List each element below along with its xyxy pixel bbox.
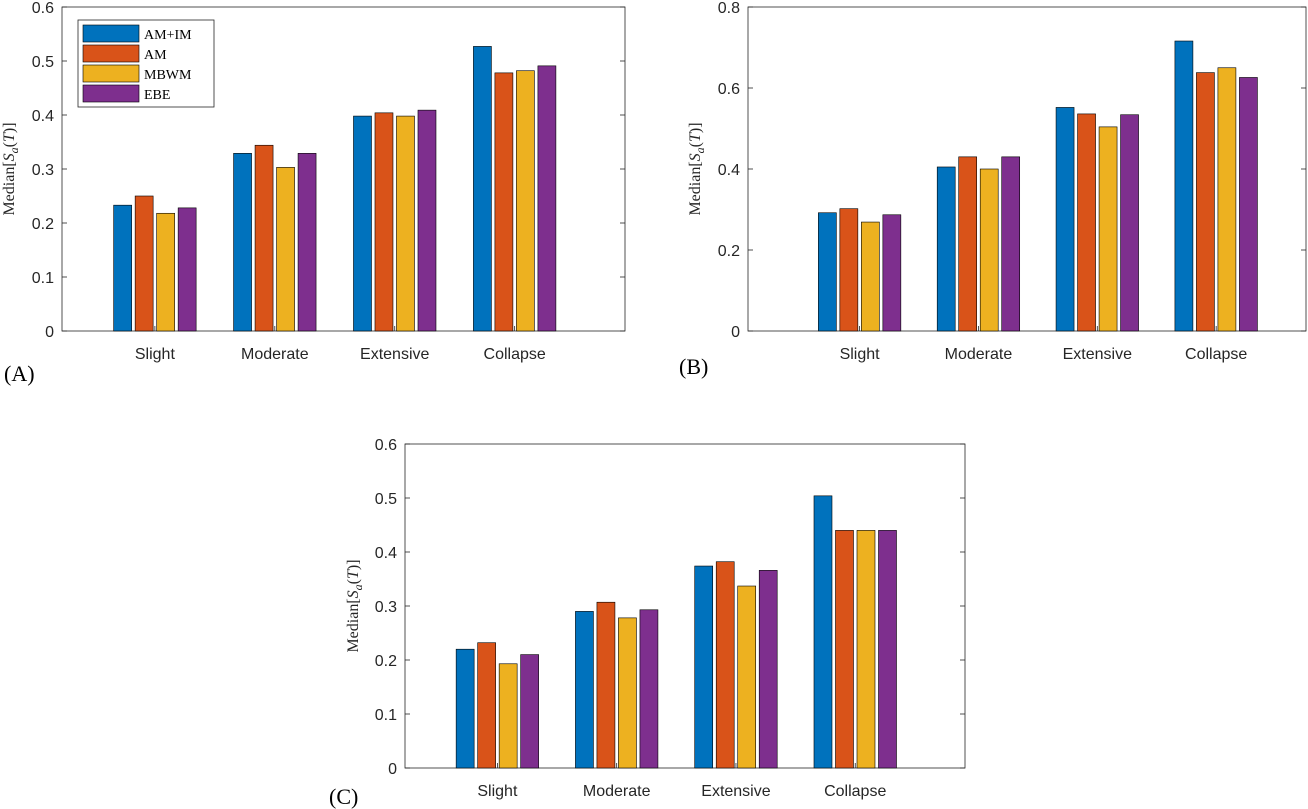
- bar: [694, 565, 714, 769]
- y-tick-label: 0.2: [718, 243, 740, 260]
- bar: [1174, 40, 1194, 332]
- bar: [1055, 107, 1075, 332]
- bar: [839, 208, 859, 332]
- y-tick-label: 0.6: [718, 81, 740, 98]
- x-tick-label: Extensive: [360, 346, 429, 363]
- bar: [813, 495, 833, 769]
- bar: [835, 530, 854, 769]
- y-axis-label: Median[Sa(T)]: [345, 559, 365, 652]
- y-tick-label: 0.3: [375, 599, 397, 616]
- y-tick-label: 0.4: [375, 545, 397, 562]
- bar: [882, 214, 902, 332]
- bar: [1077, 113, 1096, 332]
- x-tick-label: Collapse: [484, 346, 546, 363]
- y-axis-label: Median[Sa(T)]: [1, 122, 21, 215]
- bar: [618, 617, 637, 769]
- legend-entry: EBE: [144, 88, 170, 103]
- legend-swatch: [82, 84, 140, 103]
- y-tick-label: 0.6: [375, 437, 397, 454]
- bar: [715, 561, 735, 769]
- y-tick-label: 0.6: [32, 0, 54, 17]
- bar: [1196, 72, 1215, 332]
- chart-panel-c: 0 0.1 0.2 0.3 0.4 0.5 0.6 Median[Sa(T)] Slight Mo…: [329, 437, 966, 809]
- y-tick-label: 0.4: [718, 162, 740, 179]
- x-tick-label: Slight: [840, 346, 881, 363]
- bar: [494, 72, 514, 332]
- legend-swatch: [82, 44, 140, 63]
- bar: [297, 153, 317, 332]
- y-tick-label: 0.5: [375, 491, 397, 508]
- y-tick-label: 0: [388, 761, 397, 778]
- y-tick-label: 0.3: [32, 162, 54, 179]
- bar: [396, 115, 415, 332]
- x-tick-label: Moderate: [945, 346, 1013, 363]
- legend-swatch: [82, 24, 140, 43]
- bar: [818, 212, 837, 332]
- legend-entry: AM+IM: [144, 28, 192, 43]
- bar: [537, 65, 557, 332]
- legend-entry: MBWM: [144, 68, 192, 83]
- y-tick-label: 0: [731, 324, 740, 341]
- x-tick-label: Moderate: [583, 783, 651, 800]
- bar: [596, 601, 616, 769]
- bar: [1217, 67, 1237, 332]
- bar: [477, 642, 496, 769]
- panel-label: (C): [329, 784, 358, 809]
- y-axis-label: Median[Sa(T)]: [687, 122, 707, 215]
- x-tick-label: Collapse: [1185, 346, 1247, 363]
- panel-label: (B): [679, 354, 708, 379]
- legend-swatch: [82, 64, 140, 83]
- bar: [177, 207, 197, 332]
- bar: [856, 530, 876, 769]
- x-tick-label: Slight: [477, 783, 518, 800]
- bar: [498, 663, 518, 769]
- y-tick-label: 0.2: [32, 216, 54, 233]
- bar: [639, 609, 659, 769]
- bar: [1120, 114, 1139, 332]
- bar: [520, 654, 539, 769]
- bar: [134, 195, 154, 332]
- bar: [878, 530, 897, 769]
- bar: [1001, 156, 1021, 332]
- bar: [113, 204, 132, 332]
- bar: [374, 112, 394, 332]
- bar: [737, 585, 757, 769]
- bar: [516, 70, 535, 332]
- bar: [473, 46, 492, 332]
- bar: [455, 648, 475, 769]
- bar: [353, 115, 372, 332]
- panel-label: (A): [4, 361, 35, 386]
- bar: [575, 611, 594, 769]
- x-tick-label: Slight: [135, 346, 176, 363]
- y-tick-label: 0.4: [32, 108, 54, 125]
- bar: [417, 109, 437, 332]
- legend-entry: AM: [144, 48, 167, 63]
- x-tick-label: Moderate: [241, 346, 309, 363]
- chart-panel-a: 0 0.1 0.2 0.3 0.4 0.5 0.6 Median[Sa(T)] Slight Mo…: [1, 0, 626, 386]
- bar: [979, 168, 999, 332]
- bar: [958, 156, 978, 332]
- y-tick-label: 0.5: [32, 54, 54, 71]
- bar: [861, 221, 880, 332]
- y-tick-label: 0.1: [32, 270, 54, 287]
- x-tick-label: Extensive: [701, 783, 770, 800]
- y-tick-label: 0: [45, 324, 54, 341]
- y-tick-label: 0.8: [718, 0, 740, 17]
- y-tick-label: 0.2: [375, 653, 397, 670]
- bar: [233, 153, 252, 332]
- bar: [1239, 77, 1258, 332]
- bar: [254, 144, 274, 332]
- chart-panel-b: 0 0.2 0.4 0.6 0.8 Median[Sa(T)] Slight Moderate…: [679, 0, 1307, 379]
- bar: [1098, 126, 1118, 332]
- y-tick-label: 0.1: [375, 707, 397, 724]
- bar: [276, 167, 295, 332]
- x-tick-label: Extensive: [1063, 346, 1132, 363]
- bar: [936, 166, 956, 332]
- x-tick-label: Collapse: [824, 783, 886, 800]
- bar: [758, 570, 778, 769]
- bar: [156, 212, 175, 332]
